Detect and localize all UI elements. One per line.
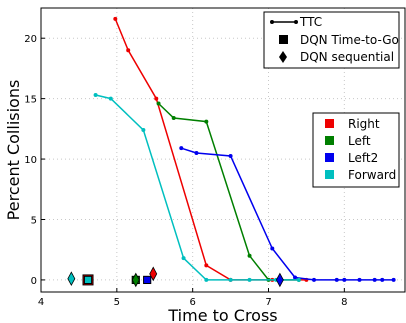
legend-left-swatch (325, 136, 334, 145)
x-tick-label: 6 (189, 297, 195, 308)
legend-right-label: Right (348, 117, 380, 131)
point-left2 (357, 277, 362, 282)
point-left2 (293, 275, 298, 280)
point-left2 (179, 146, 184, 151)
y-axis-title: Percent Collisions (4, 80, 23, 221)
legend-ttc-label: TTC (299, 15, 322, 29)
x-tick-label: 8 (341, 297, 347, 308)
point-left (156, 101, 161, 106)
legend-forward-label: Forward (348, 168, 396, 182)
x-tick-label: 7 (265, 297, 271, 308)
point-left2 (342, 277, 347, 282)
legend-square-icon (279, 35, 288, 44)
dqn-time-to-go-marker-left2 (143, 275, 152, 285)
dqn-sequential-marker-left (131, 272, 140, 288)
point-right (204, 263, 209, 268)
series-line-left (157, 102, 299, 281)
y-tick-label: 0 (31, 276, 37, 287)
point-forward (204, 277, 209, 282)
y-tick-label: 5 (31, 215, 37, 226)
legend-left2-label: Left2 (348, 151, 378, 165)
legend-markers: TTC DQN Time-to-Go DQN sequential (263, 11, 400, 69)
legend-diamond-icon (279, 51, 287, 63)
series-lines (93, 16, 396, 282)
point-forward (228, 277, 233, 282)
plot-frame (40, 7, 406, 293)
y-tick-label: 20 (24, 34, 37, 45)
point-forward (296, 277, 301, 282)
y-tick-label: 15 (24, 95, 37, 106)
point-right (126, 48, 131, 53)
point-left2 (391, 277, 396, 282)
point-forward (93, 93, 98, 98)
y-tick-label: 10 (24, 155, 37, 166)
dqn-time-to-go-marker-forward (83, 275, 93, 285)
axis-ticks: 4 5 6 7 8 0 5 10 15 20 (24, 34, 347, 308)
legend-ttc-dot-right (294, 20, 298, 24)
legend-ttc-dot-left (270, 20, 274, 24)
point-left2 (334, 277, 339, 282)
point-left2 (270, 246, 275, 251)
point-right (113, 16, 118, 21)
legend-right-swatch (325, 119, 334, 128)
legend-left-label: Left (348, 134, 371, 148)
point-forward (108, 96, 113, 101)
point-right (154, 96, 159, 101)
legend-dqn-time-to-go-label: DQN Time-to-Go (300, 33, 399, 47)
legend-left2-swatch (325, 153, 334, 162)
legend-series: Right Left Left2 Forward (312, 112, 400, 188)
legend-forward-swatch (325, 170, 334, 179)
dqn-markers (67, 266, 284, 288)
dqn-sequential-marker-right (149, 266, 158, 282)
point-left (171, 115, 176, 120)
point-left (247, 253, 252, 258)
point-left2 (372, 277, 377, 282)
point-left2 (194, 151, 199, 156)
point-forward (247, 277, 252, 282)
dqn-sequential-marker-left2 (275, 272, 284, 288)
point-left2 (312, 277, 316, 282)
point-forward (141, 128, 146, 133)
point-left (204, 119, 209, 124)
x-axis-title: Time to Cross (167, 306, 277, 323)
point-left2 (228, 154, 233, 159)
legend-dqn-sequential-label: DQN sequential (300, 50, 394, 64)
point-forward (181, 256, 186, 261)
point-left2 (380, 277, 385, 282)
x-tick-label: 4 (38, 297, 44, 308)
dqn-sequential-marker-forward (67, 271, 76, 287)
x-tick-label: 5 (114, 297, 120, 308)
